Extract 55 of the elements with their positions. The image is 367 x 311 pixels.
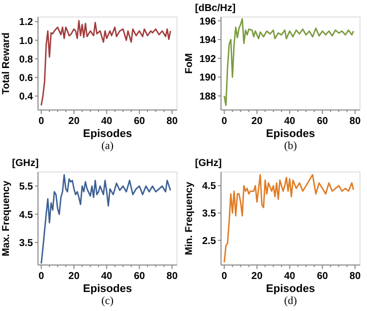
y-tick-label: 0.6 xyxy=(19,72,34,84)
x-tick-label: 20 xyxy=(251,271,263,282)
y-tick-label: 192 xyxy=(199,54,216,65)
x-tick-label: 40 xyxy=(284,271,296,282)
x-tick-label: 0 xyxy=(38,271,44,282)
text: (a) xyxy=(101,140,114,152)
y-tick-label: 194 xyxy=(199,35,216,46)
x-tick-label: 20 xyxy=(251,116,263,127)
line-series xyxy=(224,174,354,263)
text: (d) xyxy=(284,295,298,307)
x-tick-label: 20 xyxy=(68,271,80,282)
y-axis-title: Max. Frequency xyxy=(1,180,12,256)
x-tick-label: 40 xyxy=(101,271,113,282)
x-tick-label: 0 xyxy=(221,116,228,127)
x-tick-label: 60 xyxy=(134,271,146,282)
x-tick-label: 60 xyxy=(316,116,328,127)
y-tick-label: 196 xyxy=(199,16,216,28)
y-tick-label: 4.5 xyxy=(202,181,216,192)
chart-subtitle: [dBc/Hz] xyxy=(195,3,236,14)
y-tick-label: 3.5 xyxy=(19,238,34,249)
chart-subtitle: [GHz] xyxy=(12,158,39,169)
x-axis-title: Episodes xyxy=(266,283,315,295)
y-axis-title: Total Reward xyxy=(1,32,12,95)
line-series xyxy=(40,20,172,106)
y-tick-label: 4.5 xyxy=(19,210,34,221)
x-tick-label: 80 xyxy=(350,116,362,127)
x-tick-label: 80 xyxy=(166,116,178,127)
x-tick-label: 80 xyxy=(350,271,362,282)
y-tick-label: 0.4 xyxy=(19,92,34,103)
y-tick-label: 190 xyxy=(199,72,216,84)
x-tick-label: 60 xyxy=(134,116,146,127)
x-tick-label: 80 xyxy=(166,271,178,282)
x-axis-title: Episodes xyxy=(83,128,132,140)
x-tick-label: 40 xyxy=(284,116,296,127)
y-tick-label: 3.5 xyxy=(202,208,216,220)
x-axis-title: Episodes xyxy=(83,283,132,295)
text: (b) xyxy=(284,140,298,152)
x-tick-label: 0 xyxy=(221,271,228,282)
y-tick-label: 1.0 xyxy=(19,36,34,47)
y-tick-label: 1.2 xyxy=(19,17,34,28)
chart-subtitle: [GHz] xyxy=(195,158,222,169)
y-tick-label: 0.8 xyxy=(19,54,34,66)
x-axis-title: Episodes xyxy=(266,128,315,140)
x-tick-label: 60 xyxy=(316,271,328,282)
y-tick-label: 188 xyxy=(199,91,216,102)
y-tick-label: 2.5 xyxy=(202,236,216,247)
y-axis-title: Min. Frequency xyxy=(184,181,195,256)
x-tick-label: 0 xyxy=(38,116,44,127)
x-tick-label: 20 xyxy=(68,116,80,127)
y-tick-label: 5.5 xyxy=(19,182,34,193)
line-series xyxy=(224,18,354,106)
text: (c) xyxy=(101,295,114,307)
line-series xyxy=(40,174,172,264)
x-tick-label: 40 xyxy=(101,116,113,127)
y-axis-title: FoM xyxy=(184,53,195,74)
